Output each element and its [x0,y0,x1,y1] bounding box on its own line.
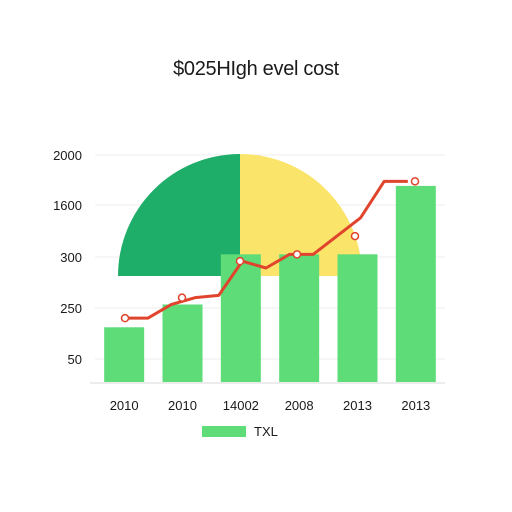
bar [395,185,436,382]
y-tick-label: 250 [60,301,82,316]
y-tick-label: 300 [60,250,82,265]
line-point [235,256,245,266]
bar [220,254,261,382]
legend-swatch [202,426,246,437]
pie-slice [118,154,240,276]
y-tick-label: 2000 [53,148,82,163]
x-tick-label: 14002 [223,398,259,413]
legend-label: TXL [254,424,278,439]
pie-slice [240,154,362,276]
line-point [350,231,360,241]
y-tick-label: 1600 [53,198,82,213]
bar [279,254,320,382]
x-tick-label: 2010 [110,398,139,413]
line-point [177,293,187,302]
bar [337,254,378,382]
y-tick-label: 50 [68,352,82,367]
x-tick-label: 2013 [401,398,430,413]
x-tick-label: 2010 [168,398,197,413]
x-tick-label: 2013 [343,398,372,413]
line-point [292,250,302,259]
bar [162,304,203,382]
chart-legend: TXL [202,424,278,439]
bar [104,327,145,382]
chart-title: $025HIgh evel cost [173,58,339,80]
x-tick-label: 2008 [285,398,314,413]
line-point [410,177,420,186]
trend-line [124,179,408,320]
line-point [120,313,130,323]
